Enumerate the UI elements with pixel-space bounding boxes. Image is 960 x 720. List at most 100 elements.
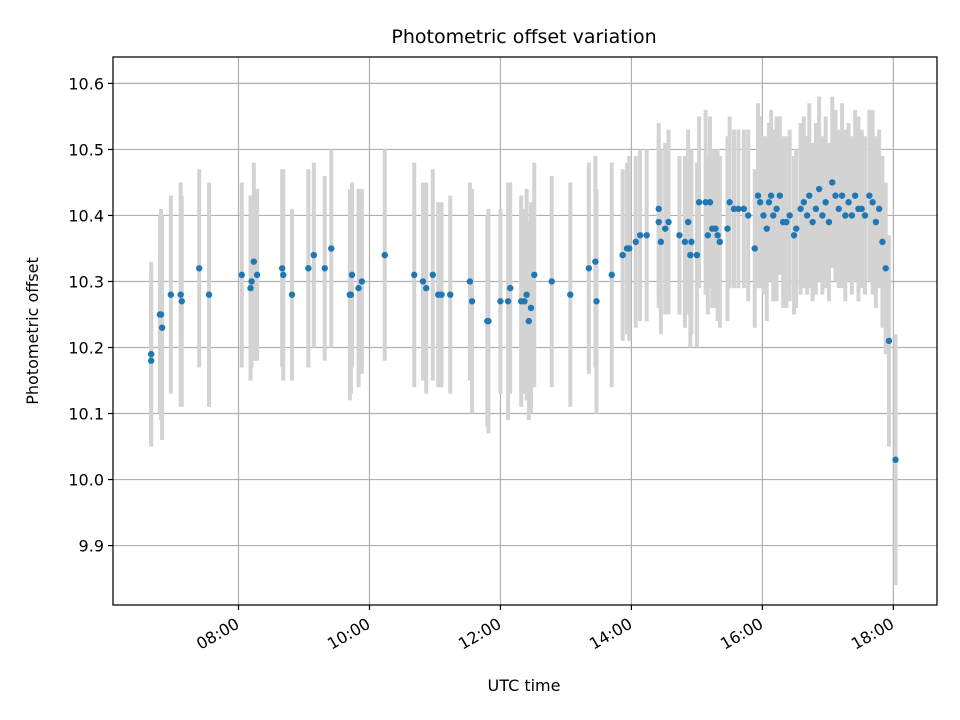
data-point xyxy=(866,192,873,199)
data-point xyxy=(548,278,555,285)
data-point xyxy=(636,232,644,239)
data-point xyxy=(523,291,530,298)
data-point xyxy=(253,271,261,279)
data-point xyxy=(196,265,203,272)
data-point xyxy=(716,238,724,246)
data-point xyxy=(751,245,758,252)
data-point xyxy=(885,337,893,345)
data-point xyxy=(157,311,165,318)
data-point xyxy=(527,304,535,312)
data-point xyxy=(676,232,683,239)
data-point xyxy=(712,225,719,232)
data-point xyxy=(861,212,869,219)
data-point xyxy=(438,291,445,298)
data-point xyxy=(305,265,312,272)
data-point xyxy=(815,185,823,193)
data-point xyxy=(858,205,865,213)
data-point xyxy=(776,192,784,199)
data-point xyxy=(608,271,615,279)
data-point xyxy=(838,192,846,199)
y-tick-label: 10.0 xyxy=(68,471,104,490)
data-point xyxy=(177,291,184,298)
data-point xyxy=(358,278,366,285)
y-axis-label: Photometric offset xyxy=(23,257,42,405)
data-point xyxy=(205,291,213,298)
data-point xyxy=(760,212,767,219)
data-point xyxy=(497,298,504,305)
data-point xyxy=(585,265,593,272)
data-point xyxy=(466,278,474,285)
data-point xyxy=(726,199,733,206)
data-point xyxy=(684,218,692,226)
data-point xyxy=(879,238,886,246)
data-point xyxy=(167,291,175,298)
data-point xyxy=(247,284,254,292)
data-point xyxy=(592,258,599,265)
data-point xyxy=(662,225,669,232)
data-point xyxy=(825,218,833,226)
data-point xyxy=(147,350,155,358)
data-point xyxy=(158,324,166,331)
y-tick-label: 10.3 xyxy=(68,272,104,291)
data-point xyxy=(714,232,721,239)
data-point xyxy=(842,212,849,219)
data-point xyxy=(875,205,883,213)
x-axis-label: UTC time xyxy=(488,676,561,695)
data-point xyxy=(567,291,574,298)
data-point xyxy=(643,232,650,239)
data-point xyxy=(531,271,538,279)
data-point xyxy=(765,199,773,206)
data-point xyxy=(773,205,780,213)
data-point xyxy=(845,199,852,206)
data-point xyxy=(485,317,492,325)
data-point xyxy=(147,357,155,364)
data-point xyxy=(355,284,362,292)
data-point xyxy=(822,199,829,206)
data-point xyxy=(521,298,528,305)
chart-title: Photometric offset variation xyxy=(391,26,656,48)
data-point xyxy=(790,232,798,239)
data-point xyxy=(504,298,512,305)
data-point xyxy=(832,192,839,199)
data-point xyxy=(835,205,842,213)
data-point xyxy=(763,225,770,232)
data-point xyxy=(447,291,454,298)
data-point xyxy=(806,192,813,199)
data-point xyxy=(695,199,703,206)
data-point xyxy=(278,265,286,272)
y-tick-label: 10.1 xyxy=(68,405,104,424)
data-point xyxy=(681,238,689,246)
data-point xyxy=(248,278,255,285)
data-point xyxy=(288,291,296,298)
data-point xyxy=(328,245,335,252)
data-point xyxy=(809,218,816,226)
data-point xyxy=(754,192,762,199)
data-point xyxy=(848,212,856,219)
data-point xyxy=(632,238,639,246)
data-point xyxy=(250,258,257,265)
data-point xyxy=(869,199,876,206)
data-point xyxy=(724,225,731,232)
plot-frame xyxy=(112,56,938,606)
data-points xyxy=(147,179,899,463)
data-point xyxy=(740,205,748,213)
data-point xyxy=(626,245,633,252)
data-point xyxy=(655,205,662,213)
data-point xyxy=(819,212,826,219)
data-point xyxy=(688,238,695,246)
data-point xyxy=(812,205,820,213)
data-point xyxy=(655,218,662,226)
data-point xyxy=(687,251,694,259)
y-tick-label: 10.6 xyxy=(68,74,104,93)
data-point xyxy=(665,218,672,226)
data-point xyxy=(321,265,328,272)
data-point xyxy=(800,199,808,206)
data-point xyxy=(756,199,764,206)
y-tick-label: 9.9 xyxy=(79,537,104,556)
data-point xyxy=(238,271,245,279)
data-point xyxy=(797,205,804,213)
data-point xyxy=(829,179,836,186)
data-point xyxy=(347,291,355,298)
